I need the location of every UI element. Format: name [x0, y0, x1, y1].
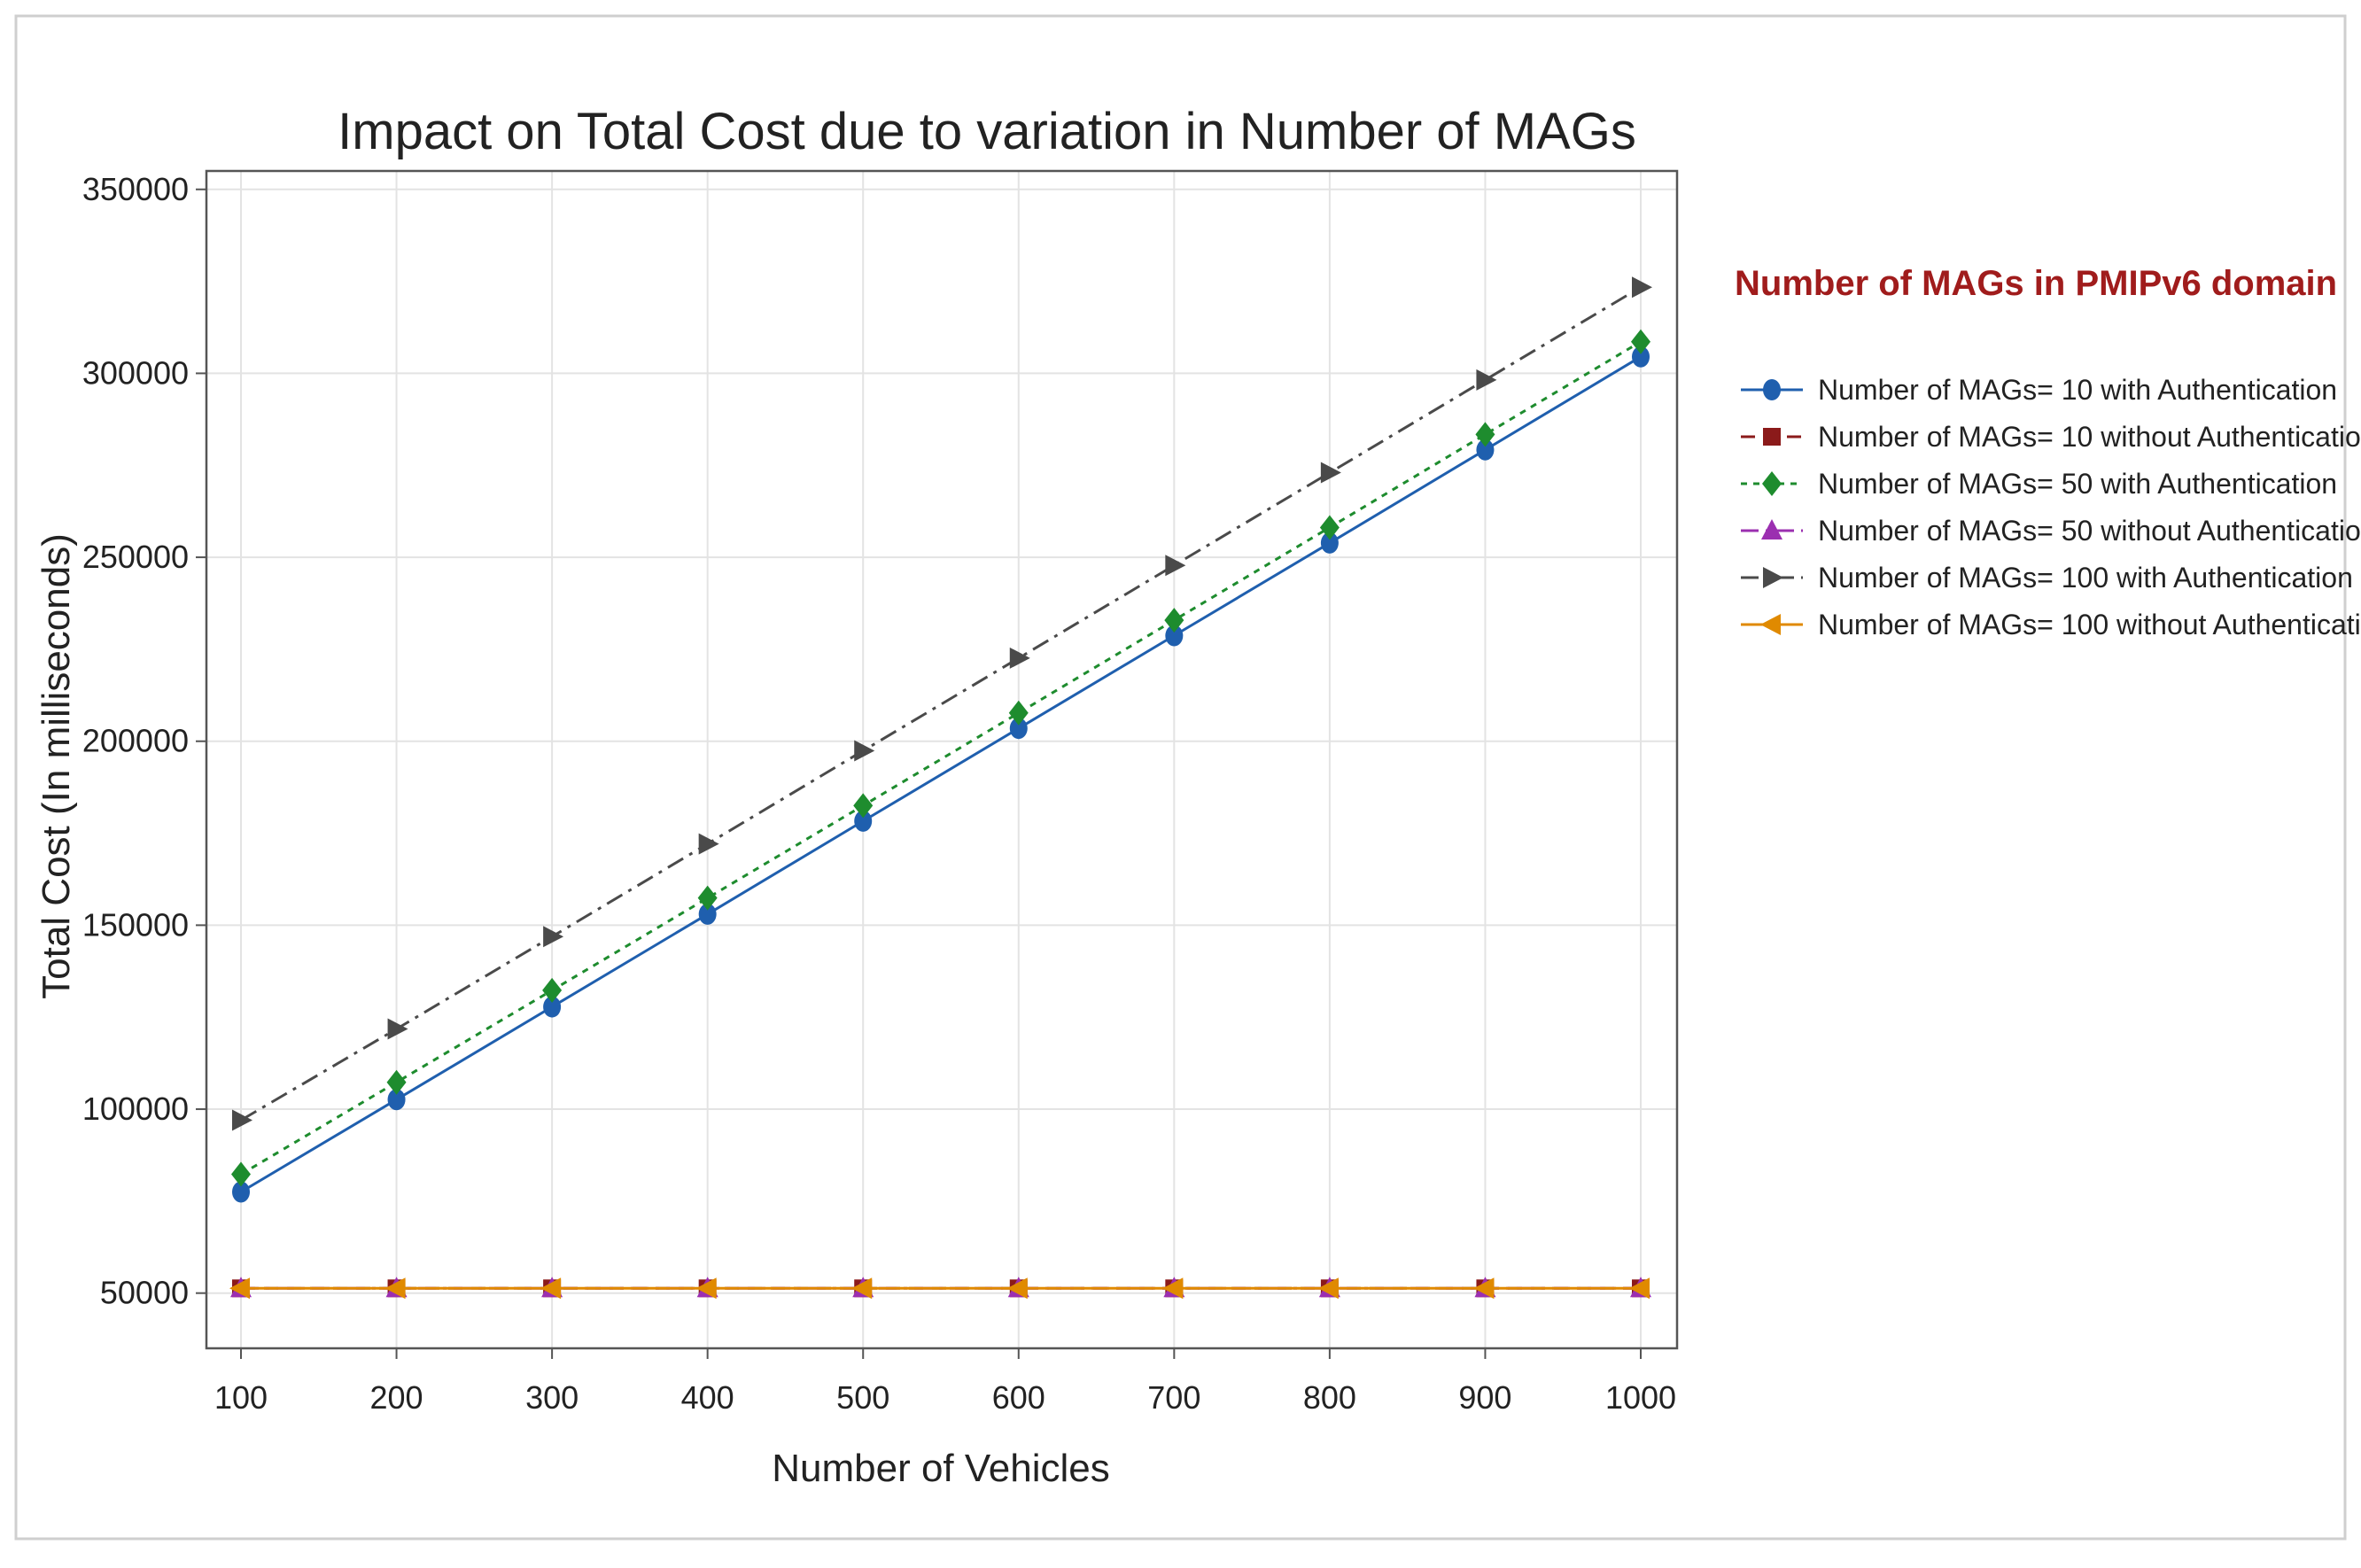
data-point: [1319, 515, 1340, 540]
y-tick-label: 200000: [82, 723, 189, 759]
x-tick-label: 700: [1147, 1379, 1200, 1416]
series-5: [232, 276, 1652, 1131]
x-tick-label: 1000: [1605, 1379, 1676, 1416]
data-point: [853, 793, 874, 819]
x-tick-label: 800: [1303, 1379, 1356, 1416]
data-point: [1632, 276, 1652, 299]
series-6: [229, 1277, 1650, 1300]
y-tick-label: 150000: [82, 906, 189, 943]
y-tick-label: 50000: [100, 1275, 189, 1311]
legend-label: Number of MAGs= 100 with Authentication: [1818, 562, 2353, 594]
data-point: [698, 833, 719, 855]
x-axis-label: Number of Vehicles: [772, 1447, 1110, 1490]
data-point: [1320, 532, 1339, 554]
data-point: [851, 1277, 873, 1300]
data-point: [1320, 462, 1341, 484]
legend-marker: [1760, 614, 1781, 635]
legend-item: Number of MAGs= 10 with Authentication: [1741, 374, 2337, 406]
x-tick-label: 100: [214, 1379, 268, 1416]
legend-item: Number of MAGs= 100 with Authentication: [1741, 562, 2353, 594]
data-point: [1009, 647, 1030, 669]
data-point: [1473, 1277, 1495, 1300]
legend-marker: [1762, 471, 1782, 496]
data-point: [232, 1109, 252, 1131]
data-point: [384, 1277, 406, 1300]
x-tick-label: 500: [836, 1379, 889, 1416]
legend-title: Number of MAGs in PMIPv6 domain: [1735, 264, 2337, 303]
x-tick-label: 900: [1458, 1379, 1511, 1416]
data-point: [1632, 345, 1650, 368]
data-point: [1006, 1277, 1028, 1300]
legend-item: Number of MAGs= 10 without Authenticatio…: [1741, 421, 2361, 453]
legend-label: Number of MAGs= 50 without Authenticatio…: [1818, 515, 2361, 547]
data-point: [1631, 329, 1650, 354]
data-point: [232, 1181, 250, 1203]
legend-item: Number of MAGs= 100 without Authenticati…: [1741, 609, 2361, 640]
chart-title: Impact on Total Cost due to variation in…: [338, 103, 1636, 160]
data-point: [1476, 439, 1495, 461]
x-tick-label: 400: [681, 1379, 734, 1416]
legend-label: Number of MAGs= 10 with Authentication: [1818, 374, 2337, 406]
figure-frame: [14, 14, 2347, 1541]
data-point: [1317, 1277, 1339, 1300]
data-point: [540, 1277, 562, 1300]
grid: [206, 171, 1677, 1348]
series-1: [232, 345, 1650, 1203]
data-point: [543, 996, 562, 1018]
data-point: [854, 810, 873, 832]
data-point: [1164, 608, 1184, 633]
legend-label: Number of MAGs= 10 without Authenticatio…: [1818, 421, 2361, 453]
legend: Number of MAGs= 10 with Authentication Nu…: [1741, 374, 2361, 640]
series-line: [240, 285, 1642, 1122]
data-point: [387, 1089, 406, 1111]
data-point: [698, 903, 717, 925]
x-tick-label: 300: [525, 1379, 579, 1416]
series-line: [240, 355, 1642, 1193]
axis-ticks: 50000 100000 150000 200000 250000 300000 35000…: [82, 171, 1676, 1416]
data-point: [231, 1161, 251, 1187]
legend-marker: [1763, 428, 1781, 446]
x-tick-label: 600: [992, 1379, 1045, 1416]
legend-marker: [1763, 567, 1783, 588]
data-point: [1162, 1277, 1184, 1300]
x-tick-label: 200: [370, 1379, 423, 1416]
legend-marker: [1761, 519, 1782, 539]
y-tick-label: 100000: [82, 1091, 189, 1127]
plot-area-frame: [205, 169, 1679, 1350]
data-point: [854, 740, 875, 762]
data-point: [1165, 625, 1184, 647]
series-3: [231, 329, 1650, 1187]
data-point: [1475, 422, 1495, 447]
legend-label: Number of MAGs= 100 without Authenticati…: [1818, 609, 2361, 640]
legend-label: Number of MAGs= 50 with Authentication: [1818, 468, 2337, 500]
y-axis-label: Total Cost (In milliseconds): [35, 533, 78, 999]
data-point: [695, 1277, 717, 1300]
data-point: [1008, 700, 1029, 726]
legend-item: Number of MAGs= 50 without Authenticatio…: [1741, 515, 2361, 547]
data-point: [1629, 1277, 1650, 1300]
data-point: [1165, 555, 1186, 577]
y-tick-label: 300000: [82, 354, 189, 391]
series: [229, 276, 1652, 1300]
data-point: [229, 1277, 250, 1300]
data-point: [543, 926, 564, 948]
legend-item: Number of MAGs= 50 with Authentication: [1741, 468, 2337, 500]
data-point: [386, 1069, 407, 1095]
data-point: [387, 1018, 408, 1040]
data-point: [1009, 718, 1028, 740]
legend-marker: [1763, 379, 1781, 400]
data-point: [542, 977, 563, 1003]
y-tick-label: 350000: [82, 171, 189, 207]
series-line: [240, 340, 1642, 1176]
y-tick-label: 250000: [82, 539, 189, 575]
data-point: [1476, 369, 1497, 391]
data-point: [697, 885, 718, 911]
